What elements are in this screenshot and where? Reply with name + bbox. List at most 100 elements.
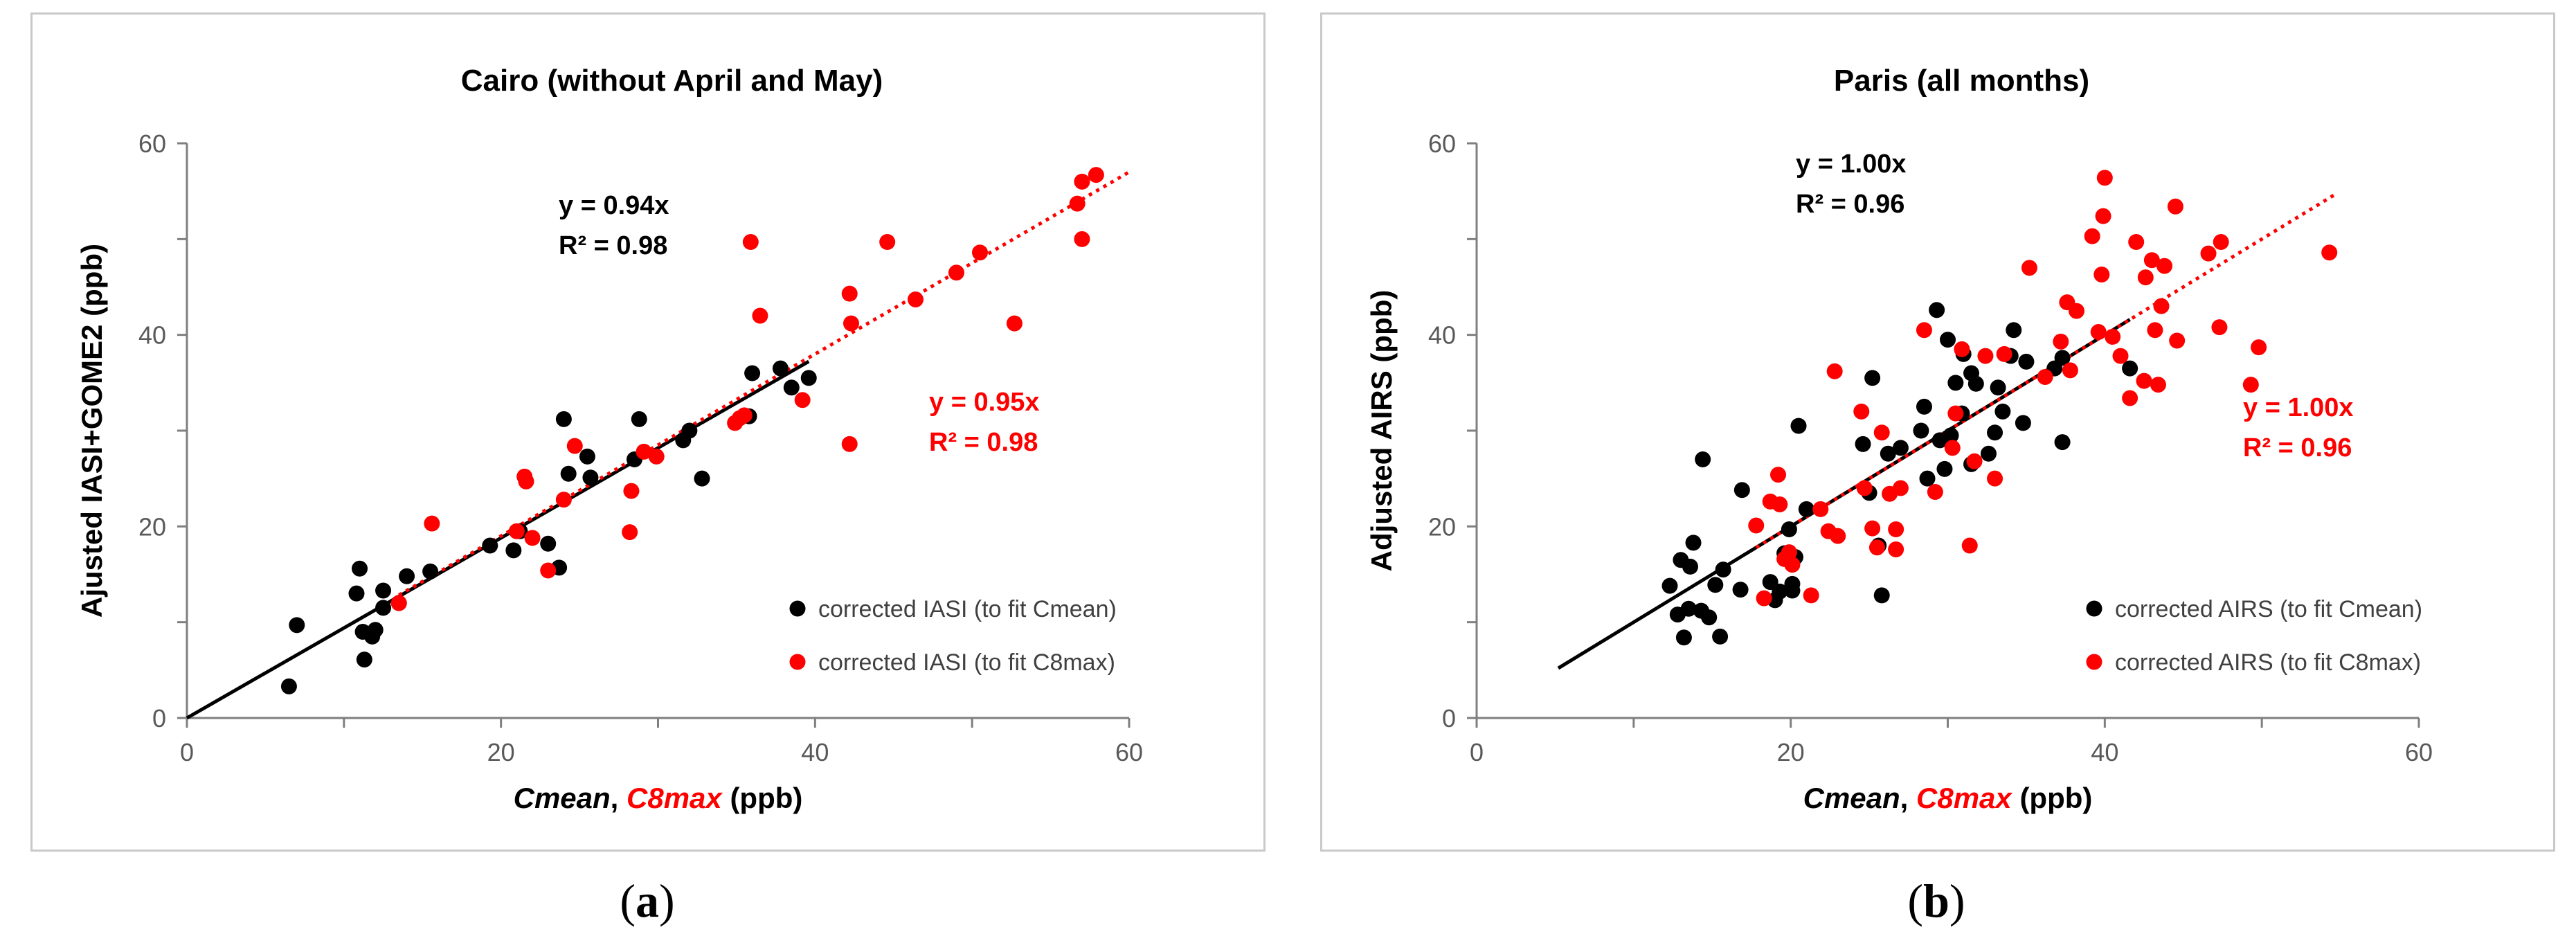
data-point — [560, 465, 577, 482]
legend-marker — [789, 654, 806, 670]
data-point — [1826, 363, 1843, 379]
data-point — [1748, 517, 1765, 534]
data-point — [1675, 629, 1692, 646]
data-point — [1987, 470, 2003, 487]
data-point — [1798, 501, 1814, 517]
x-tick-label: 20 — [1777, 738, 1805, 766]
data-point — [841, 435, 858, 452]
data-point — [2006, 322, 2022, 339]
x-tick-label: 60 — [2405, 738, 2433, 766]
data-point — [1987, 424, 2003, 441]
data-point — [2153, 298, 2170, 314]
data-point — [752, 307, 768, 324]
data-point — [1947, 405, 1964, 422]
data-point — [1916, 398, 1932, 415]
data-point — [2242, 377, 2259, 393]
data-point — [2143, 252, 2160, 269]
data-point — [505, 542, 522, 559]
data-point — [582, 469, 599, 486]
data-point — [636, 443, 652, 460]
data-point — [1913, 422, 1929, 439]
data-point — [482, 537, 498, 554]
data-point — [1977, 348, 1994, 364]
data-point — [1994, 403, 2011, 420]
data-point — [1069, 195, 1086, 212]
data-point — [280, 678, 297, 694]
fit-equation: y = 1.00x — [1796, 150, 1907, 179]
y-axis-label: Ajusted IASI+GOME2 (ppb) — [75, 244, 108, 618]
data-point — [2213, 233, 2229, 250]
data-point — [681, 422, 698, 439]
data-point — [1715, 562, 1731, 578]
data-point — [2169, 332, 2186, 349]
data-point — [843, 315, 860, 332]
series-black — [280, 360, 817, 694]
series-red — [1748, 170, 2338, 607]
data-point — [508, 523, 525, 539]
data-point — [1074, 231, 1090, 247]
data-point — [2095, 208, 2111, 224]
data-point — [524, 530, 541, 546]
data-point — [1990, 379, 2006, 396]
cairo-scatter-plot: Cairo (without April and May) 0 20 40 60 0 20 4… — [75, 64, 1143, 814]
data-point — [1929, 302, 1945, 318]
data-point — [2156, 258, 2173, 274]
data-point — [1707, 577, 1724, 593]
data-point — [579, 448, 595, 465]
data-point — [540, 562, 557, 579]
data-point — [1892, 440, 1909, 456]
trendline-black — [186, 359, 810, 720]
data-point — [422, 563, 439, 580]
data-point — [1864, 370, 1881, 386]
fit-r-squared: R² = 0.96 — [2243, 433, 2352, 462]
data-point — [841, 285, 858, 302]
data-point — [1784, 575, 1801, 592]
data-point — [2136, 372, 2152, 389]
data-point — [2211, 319, 2228, 336]
data-point — [2093, 267, 2110, 283]
data-point — [2122, 360, 2138, 377]
chart-title: Cairo (without April and May) — [461, 64, 883, 98]
x-axis-label: Cmean, C8max (ppb) — [514, 782, 803, 814]
fit-equation: y = 0.94x — [559, 191, 669, 220]
data-point — [1756, 590, 1772, 607]
data-point — [1781, 544, 1797, 561]
data-point — [736, 407, 753, 424]
data-point — [2122, 390, 2138, 406]
data-point — [2321, 244, 2338, 261]
data-point — [744, 365, 761, 381]
data-point — [1088, 167, 1104, 183]
data-point — [390, 595, 407, 611]
data-point — [375, 600, 392, 616]
data-point — [1888, 541, 1904, 558]
data-point — [2018, 353, 2035, 370]
data-point — [1880, 445, 1896, 462]
y-tick-label: 20 — [138, 512, 166, 541]
data-point — [1770, 467, 1787, 483]
data-point — [631, 411, 647, 427]
data-point — [1927, 484, 1943, 501]
data-point — [1803, 587, 1819, 604]
y-axis-label: Adjusted AIRS (ppb) — [1365, 290, 1398, 572]
data-point — [1943, 427, 1959, 444]
data-point — [356, 652, 372, 668]
data-point — [1947, 375, 1964, 391]
data-point — [1772, 496, 1788, 513]
data-point — [908, 291, 924, 307]
data-point — [2015, 415, 2031, 431]
data-point — [540, 535, 557, 552]
data-point — [772, 360, 789, 377]
chart-title: Paris (all months) — [1834, 64, 2089, 98]
data-point — [1680, 600, 1697, 617]
data-point — [1661, 577, 1678, 594]
data-point — [555, 411, 572, 427]
data-point — [1685, 535, 1702, 551]
x-axis-label-part: Cmean — [1803, 782, 1900, 814]
data-point — [1980, 445, 1997, 462]
data-point — [1695, 451, 1711, 467]
series-black — [1661, 302, 2138, 646]
data-point — [2112, 348, 2129, 364]
data-point — [518, 473, 534, 490]
fit-equation: y = 0.95x — [929, 388, 1040, 417]
data-point — [424, 515, 440, 532]
